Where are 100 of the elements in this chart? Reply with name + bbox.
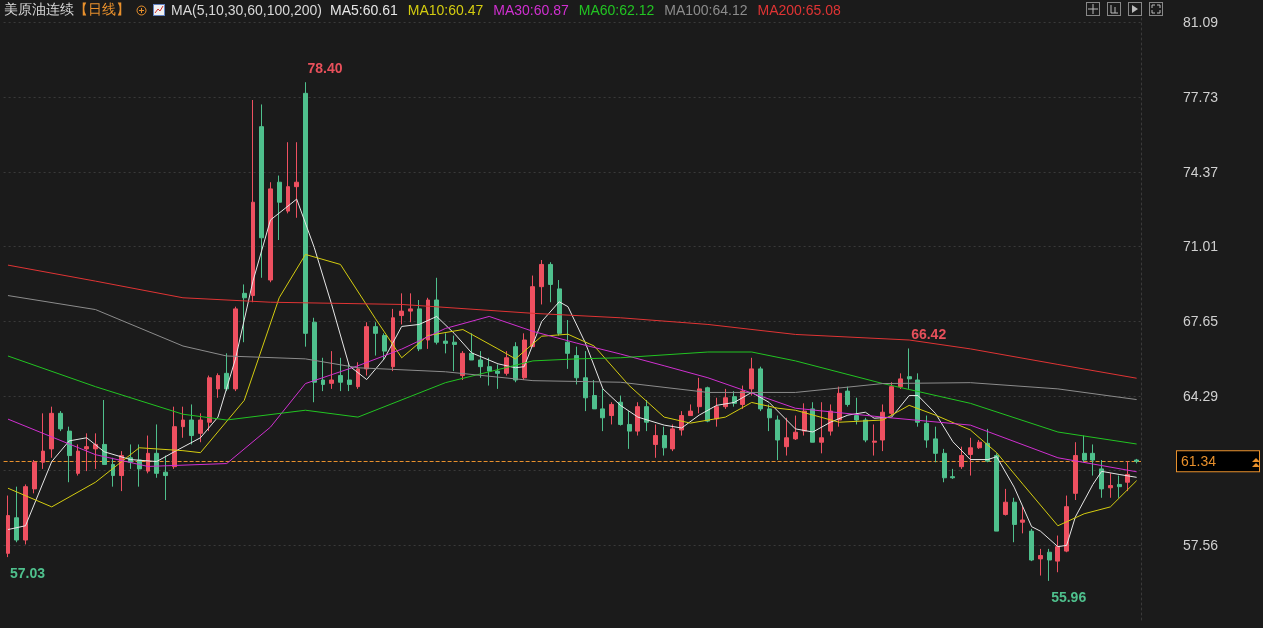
candlestick [1117,475,1122,499]
candlestick [1082,435,1087,463]
candlestick [495,363,500,390]
candlestick [977,439,982,450]
candlestick [880,403,885,452]
candlestick [163,455,168,501]
candlestick [93,432,98,470]
candlestick [1029,528,1034,562]
text: MA200:65.08 [757,2,841,18]
text: MA100:64.12 [664,2,748,18]
candlestick [286,141,290,214]
candlestick [600,388,605,432]
candlestick [933,426,938,463]
candlestick [530,275,535,348]
candlestick [303,81,308,348]
candlestick [854,397,859,425]
candlestick [408,292,413,323]
candlestick [557,279,562,337]
y-tick-label: 67.65 [1183,313,1219,330]
candlestick [1038,548,1043,577]
candlestick [1003,488,1008,517]
candlestick [574,346,579,385]
candlestick [251,99,255,303]
candlestick [653,423,658,459]
line-series [7,295,1138,401]
candlestick [907,347,912,390]
candlestick [583,350,588,412]
candlestick [364,321,369,377]
candlestick [49,406,54,459]
candlestick [802,402,807,437]
line-series [7,351,1138,445]
candlestick [793,415,798,441]
candlestick [58,410,63,432]
candlestick [1134,458,1139,464]
candlestick [373,321,378,357]
candlestick [312,317,317,403]
annotation: 55.96 [1051,588,1087,605]
candlestick [1064,495,1069,553]
candlestick [216,372,220,399]
candlestick [487,357,492,387]
candlestick [259,103,264,279]
annotation: 66.42 [911,326,947,343]
candlestick [714,397,719,428]
candlestick [189,403,194,445]
candlestick [1090,443,1095,477]
candlestick [277,175,282,241]
candlestick [565,319,570,370]
text: MA30:60.87 [493,2,569,18]
text: MA60:62.12 [578,2,655,18]
candlestick [618,395,623,427]
candlestick [23,483,28,545]
candlestick [172,406,177,470]
candlestick [837,386,842,428]
y-tick-label: 77.73 [1183,89,1219,106]
y-tick-label: 71.01 [1183,238,1219,255]
candlestick [268,181,273,283]
candlestick [128,443,133,470]
text: MA5:60.61 [330,2,398,18]
candlestick [539,259,544,305]
candlestick [67,426,72,483]
candlestick [181,406,185,439]
candlestick [198,412,203,443]
candlestick [959,446,964,470]
candlestick [950,468,955,480]
legend-title: MA(5,10,30,60,100,200) [171,2,322,18]
candlestick [460,350,465,381]
line-series [7,198,1138,548]
text: MA10:60.47 [407,2,484,18]
candlestick [1073,441,1078,501]
candlestick [889,381,894,417]
candlestick [548,261,553,303]
candlestick [294,141,299,219]
candlestick [382,332,387,361]
line-series [7,315,1138,473]
chart-subtitle: 【日线】 [74,1,130,19]
y-tick-label: 64.29 [1183,387,1219,404]
candlestick [775,415,780,461]
candlestick [321,357,325,392]
candlestick [784,417,789,457]
candlestick [1108,472,1113,499]
candlestick [1020,506,1025,534]
candlestick [1099,459,1104,499]
candlestick [478,350,483,379]
annotation: 57.03 [9,565,46,582]
candlestick [6,495,10,558]
candlestick [688,403,693,417]
candlestick [635,401,640,437]
candlestick [1012,497,1017,543]
line-series [7,264,1138,379]
candlestick [399,292,404,325]
ref-line-label: 61.34 [1181,453,1217,470]
candlestick [233,306,238,392]
y-tick-label: 81.09 [1183,14,1219,31]
candlestick [819,401,824,454]
candlestick [1055,535,1060,573]
candlestick [469,332,474,361]
y-tick-label: 74.37 [1183,163,1219,180]
y-tick-label: 57.56 [1183,537,1219,554]
candlestick [697,377,702,414]
candlestick [338,357,343,392]
